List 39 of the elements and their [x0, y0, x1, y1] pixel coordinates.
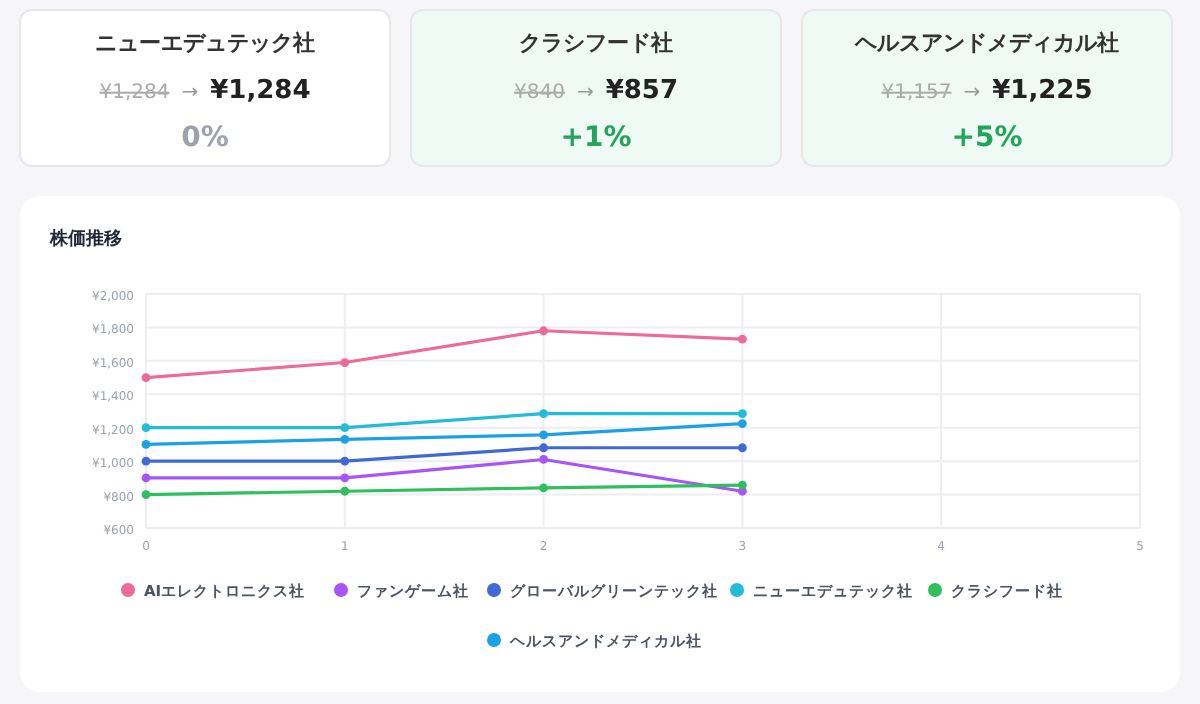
- point: [141, 373, 151, 382]
- text: ¥1,284: [210, 76, 311, 106]
- text: ニューエデュテック社: [95, 30, 315, 56]
- point: [539, 483, 548, 493]
- text: 0%: [181, 122, 229, 154]
- point: [738, 409, 747, 419]
- text: ¥1,157: [881, 82, 952, 104]
- text: ¥1,284: [99, 82, 170, 104]
- text: →: [963, 82, 981, 104]
- text: →: [181, 82, 199, 104]
- point: [141, 490, 151, 499]
- text: +1%: [560, 122, 632, 154]
- chart-title: 株価推移: [48, 228, 122, 250]
- point: [141, 440, 151, 449]
- text: ¥1,225: [992, 76, 1093, 106]
- point: [340, 486, 350, 496]
- point: [539, 455, 548, 464]
- point: [539, 443, 548, 453]
- point: [539, 430, 548, 440]
- point: [141, 456, 151, 466]
- point: [340, 435, 350, 444]
- point: [738, 334, 747, 344]
- point: [738, 480, 747, 490]
- point: [340, 473, 350, 483]
- text: →: [576, 82, 594, 104]
- point: [340, 456, 350, 466]
- point: [539, 326, 548, 336]
- point: [141, 423, 151, 433]
- point: [340, 423, 350, 433]
- text: ヘルスアンドメディカル社: [853, 30, 1119, 56]
- point: [141, 473, 151, 483]
- point: [539, 409, 548, 419]
- text: ¥857: [605, 76, 679, 106]
- point: [340, 358, 350, 367]
- point: [738, 419, 747, 428]
- text: +5%: [951, 122, 1023, 154]
- point: [738, 443, 747, 453]
- text: ¥840: [513, 82, 565, 104]
- text: クラシフード社: [519, 30, 673, 56]
